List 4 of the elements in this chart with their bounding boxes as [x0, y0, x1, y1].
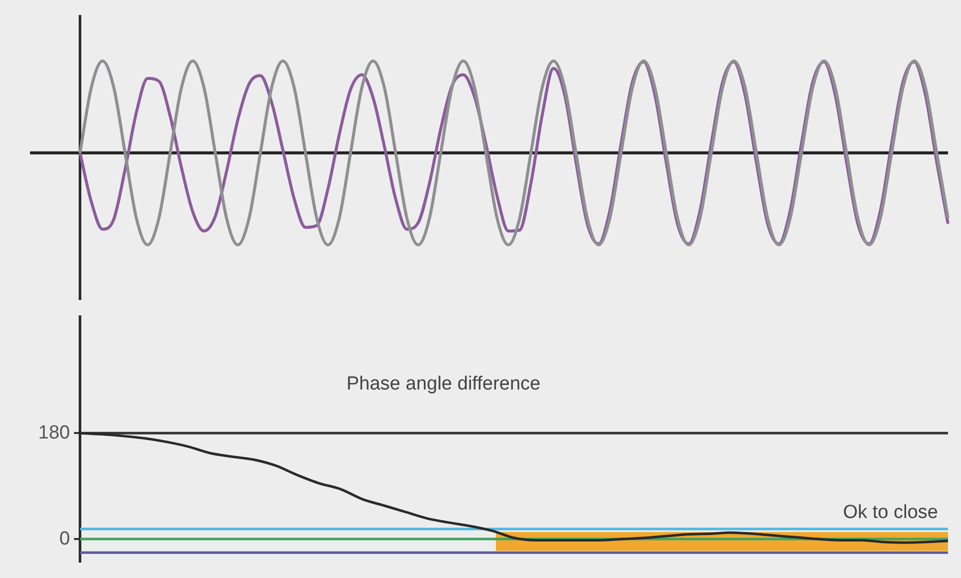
y-tick-label: 180 — [38, 422, 70, 444]
text: Phase angle difference — [346, 374, 541, 395]
y-tick-label: 0 — [59, 528, 70, 550]
band-label: Ok to close — [842, 502, 938, 523]
